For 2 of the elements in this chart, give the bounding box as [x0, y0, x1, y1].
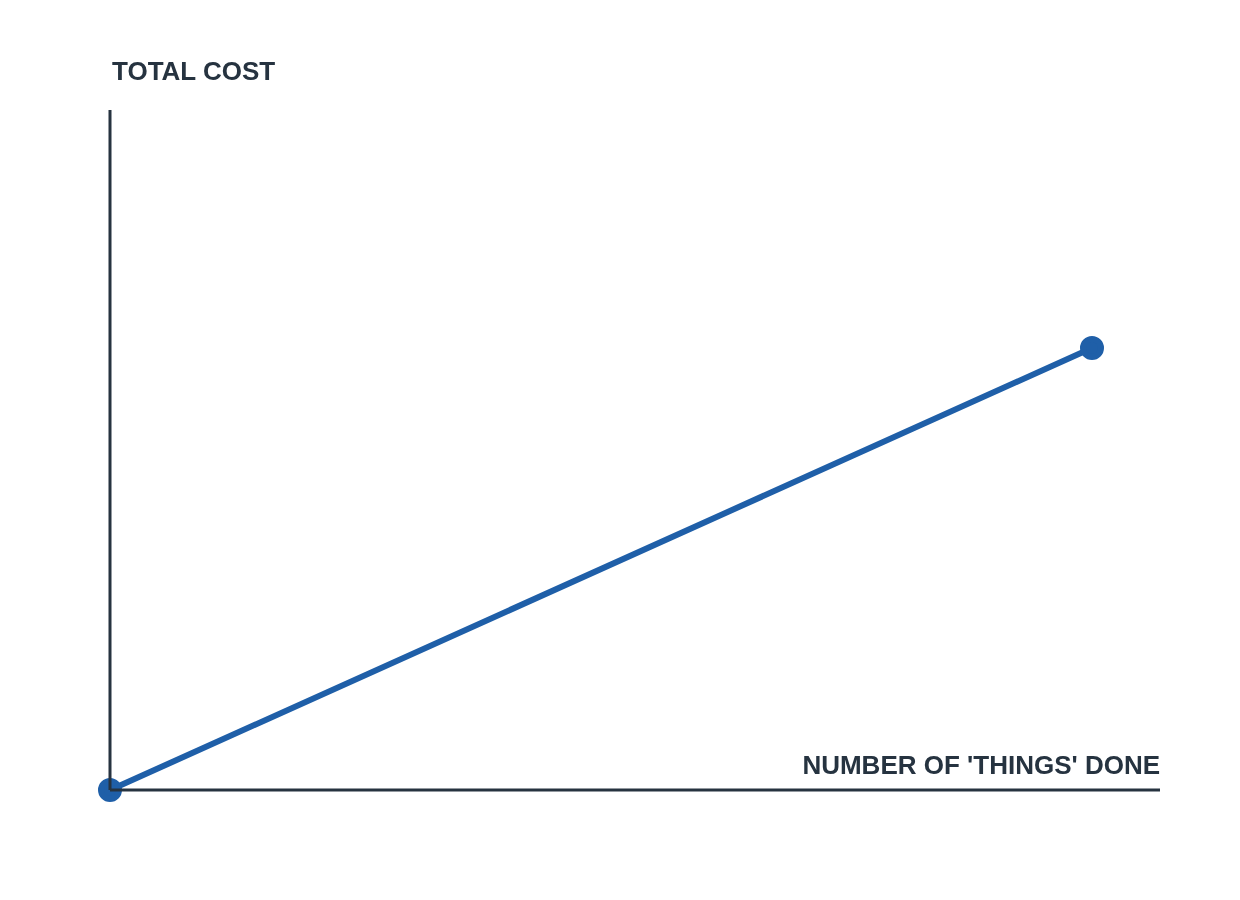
- x-axis-title: NUMBER OF 'THINGS' DONE: [802, 750, 1160, 780]
- text: TOTAL COST: [112, 56, 276, 86]
